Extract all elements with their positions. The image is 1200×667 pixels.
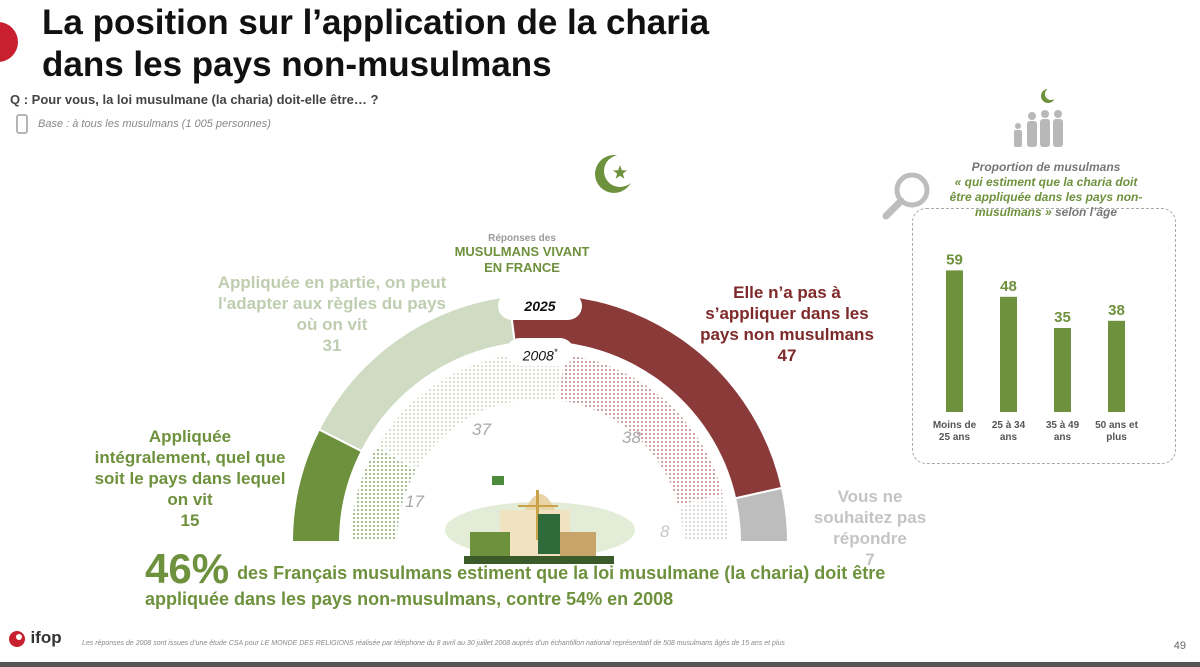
headline-percent: 46% (145, 545, 230, 592)
label-not-apply-line: Elle n’a pas à (733, 283, 841, 302)
age-category-label: ans (1000, 432, 1018, 443)
year-2008-mark: * (553, 347, 558, 357)
label-integral-line: on vit (167, 490, 213, 509)
year-2025-badge: 2025 (498, 292, 582, 320)
age-chart-title: Proportion de musulmans « qui estiment q… (930, 160, 1162, 220)
age-title-tail: selon l’âge (1051, 205, 1118, 219)
footnote: Les réponses de 2008 sont issues d’une é… (82, 640, 785, 647)
headline-summary: 46% des Français musulmans estiment que l… (145, 548, 965, 612)
year-2008-badge: 2008* (506, 338, 574, 366)
age-bar-value: 35 (1054, 309, 1071, 326)
magnifier-icon (882, 172, 930, 220)
age-title-line-1: Proportion de musulmans (971, 160, 1121, 174)
age-bar (1108, 320, 1125, 412)
value-2025-no-answer: 7 (865, 550, 875, 569)
value-2025-partial: 31 (322, 336, 342, 355)
label-partial-line: l'adapter aux règles du pays (218, 294, 446, 313)
age-category-label: 35 à 49 (1046, 420, 1080, 431)
survey-base: Base : à tous les musulmans (1 005 perso… (38, 118, 271, 130)
label-no-answer-line: Vous ne (837, 487, 903, 506)
age-category-label: Moins de (933, 420, 977, 431)
label-integral: Appliquée intégralement, quel que soit l… (70, 426, 310, 531)
headline-text-2: appliquée dans les pays non-musulmans, c… (145, 589, 674, 609)
label-not-apply-line: s’appliquer dans les (705, 304, 869, 323)
title-line-1: La position sur l’application de la char… (42, 3, 710, 42)
value-2025-not-apply: 47 (777, 346, 797, 365)
page-title: La position sur l’application de la char… (42, 2, 709, 86)
age-category-label: ans (1054, 432, 1072, 443)
ifop-logo-text: ifop (30, 628, 62, 647)
chart-center-header: Réponses des MUSULMANS VIVANT EN FRANCE (432, 233, 612, 276)
value-2008-no-answer: 8 (660, 522, 670, 541)
value-2008-integral: 17 (405, 492, 424, 511)
age-category-label: plus (1106, 432, 1127, 443)
brand-dot (0, 22, 18, 62)
age-bar (1000, 296, 1017, 412)
bottom-bar (0, 662, 1200, 667)
value-2025-integral: 15 (180, 511, 200, 530)
label-partial: Appliquée en partie, on peut l'adapter a… (196, 272, 468, 356)
age-bar-value: 38 (1108, 302, 1125, 319)
crescent-star-icon (595, 155, 636, 193)
label-no-answer-line: souhaitez pas (813, 508, 927, 527)
age-bar-value: 59 (946, 251, 963, 268)
age-category-label: 50 ans et (1095, 420, 1138, 431)
year-2025-label: 2025 (524, 298, 556, 314)
label-integral-line: intégralement, quel que (94, 448, 286, 467)
value-2008-partial: 37 (472, 420, 491, 439)
page-number: 49 (1173, 640, 1186, 652)
value-2008-not-apply: 38 (622, 428, 641, 447)
title-line-2: dans les pays non-musulmans (42, 45, 552, 84)
phone-icon (16, 114, 28, 134)
age-bar (946, 270, 963, 412)
label-no-answer-line: répondre (833, 529, 907, 548)
age-bar-value: 48 (1000, 278, 1017, 295)
headline-text-1: des Français musulmans estiment que la l… (237, 563, 886, 583)
family-icon (1014, 88, 1063, 147)
justice-illustration (445, 476, 635, 564)
age-chart-frame (912, 208, 1176, 464)
age-category-label: 25 ans (939, 432, 971, 443)
age-category-label: 25 à 34 (992, 420, 1026, 431)
age-bar (1054, 328, 1071, 412)
label-no-answer: Vous ne souhaitez pas répondre 7 (790, 486, 950, 570)
age-title-em: musulmans » (974, 205, 1052, 219)
label-not-apply-line: pays non musulmans (700, 325, 874, 344)
slice-2008-no-answer (676, 493, 732, 543)
age-title-line-3: être appliquée dans les pays non- (949, 190, 1143, 204)
label-not-apply: Elle n’a pas à s’appliquer dans les pays… (680, 282, 894, 366)
age-title-line-2: « qui estiment que la charia doit (954, 175, 1138, 189)
year-2008-label: 2008 (522, 347, 554, 364)
slice-2025-no-answer (733, 486, 790, 543)
center-title-line-2: EN FRANCE (484, 260, 560, 275)
label-integral-line: Appliquée (148, 427, 232, 446)
ifop-logo-mark (9, 630, 25, 647)
survey-question: Q : Pour vous, la loi musulmane (la char… (10, 92, 379, 107)
label-partial-line: Appliquée en partie, on peut (217, 273, 447, 292)
label-partial-line: où on vit (296, 315, 368, 334)
ifop-logo: ifop (8, 628, 68, 652)
center-subtitle: Réponses des (488, 233, 556, 244)
label-integral-line: soit le pays dans lequel (94, 469, 286, 488)
center-title-line-1: MUSULMANS VIVANT (454, 244, 590, 259)
